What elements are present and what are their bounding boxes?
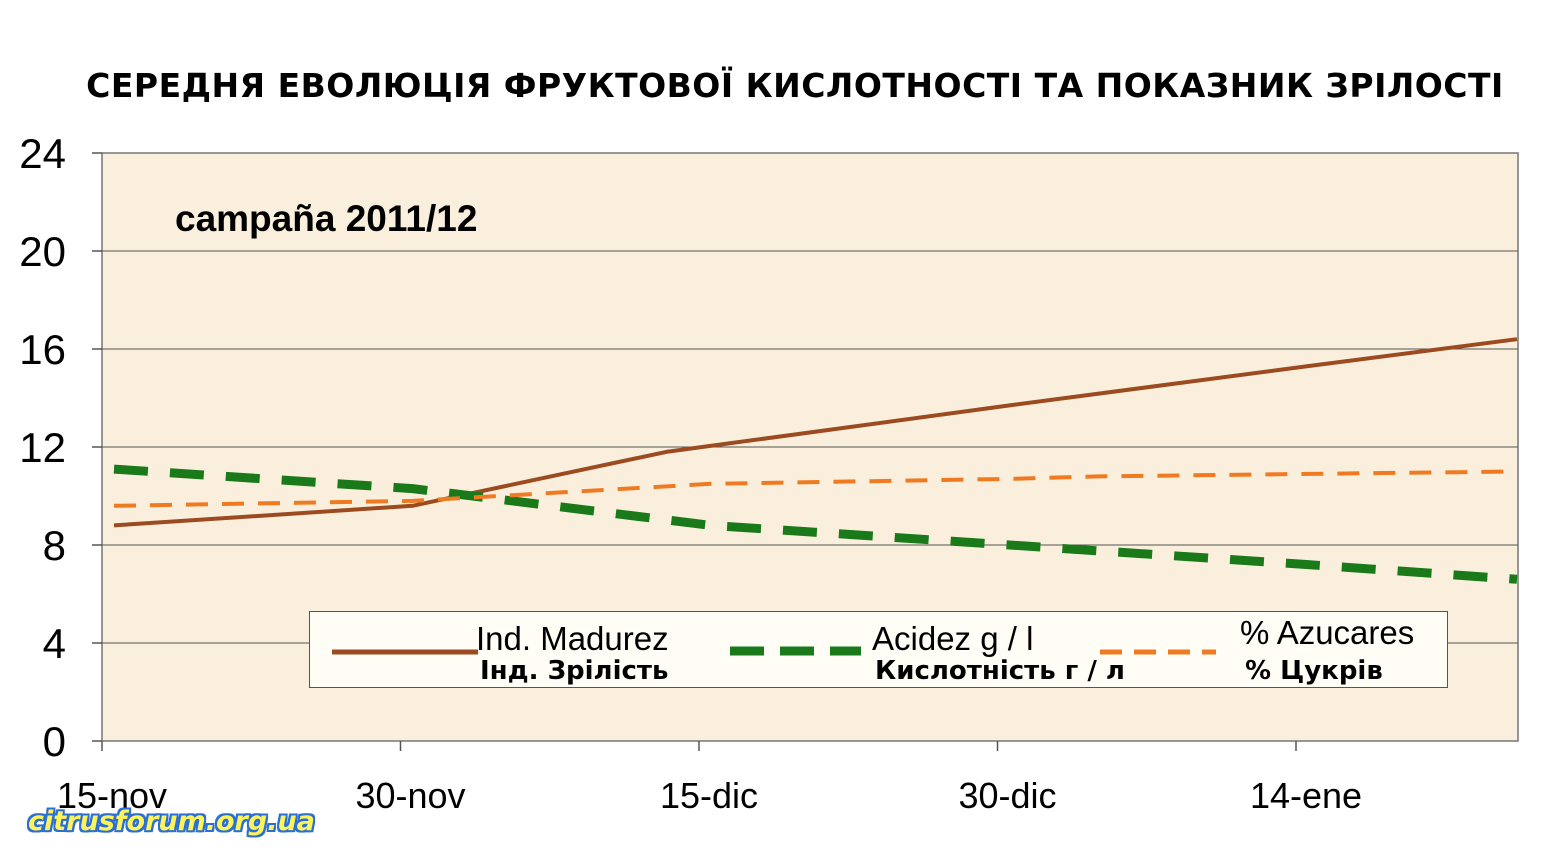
y-tick-label: 20 [19, 228, 66, 275]
series-lines [113, 337, 1518, 584]
y-tick-label: 4 [43, 620, 66, 667]
x-tick-label: 30-dic [958, 775, 1056, 816]
watermark-logo: citrusforum.org.ua [28, 806, 315, 837]
legend-label-azucares: % Azucares [1240, 614, 1415, 651]
legend-sub-madurez: Інд. Зрілість [480, 656, 669, 686]
x-tick-label: 15-dic [660, 775, 758, 816]
legend-sub-azucares: % Цукрів [1245, 656, 1383, 686]
chart-title: СЕРЕДНЯ ЕВОЛЮЦІЯ ФРУКТОВОЇ КИСЛОТНОСТІ Т… [86, 66, 1504, 105]
y-axis: 0 4 8 12 16 20 24 [19, 130, 102, 765]
x-tick-label: 30-nov [355, 775, 465, 816]
campaign-label: campaña 2011/12 [175, 198, 478, 239]
legend-sub-acidez: Кислотність г / л [875, 656, 1125, 686]
y-tick-label: 24 [19, 130, 66, 177]
y-tick-label: 8 [43, 522, 66, 569]
legend-swatch-acidez [730, 646, 861, 656]
legend-swatch-azucares [1100, 649, 1216, 655]
legend-label-acidez: Acidez g / l [872, 620, 1034, 657]
legend-label-madurez: Ind. Madurez [476, 620, 669, 657]
y-tick-label: 12 [19, 424, 66, 471]
y-tick-label: 0 [43, 718, 66, 765]
x-tick-label: 14-ene [1250, 775, 1362, 816]
y-tick-label: 16 [19, 326, 66, 373]
series-line-2 [113, 464, 1518, 584]
x-tick-label: 15-nov [57, 775, 167, 816]
x-axis: 15-nov 30-nov 15-dic 30-dic 14-ene [57, 741, 1362, 816]
series-line-3 [113, 469, 1518, 508]
legend-swatch-madurez [332, 649, 478, 655]
legend: Ind. Madurez Інд. Зрілість Acidez g / l … [309, 611, 1448, 688]
series-line-1 [113, 337, 1518, 528]
